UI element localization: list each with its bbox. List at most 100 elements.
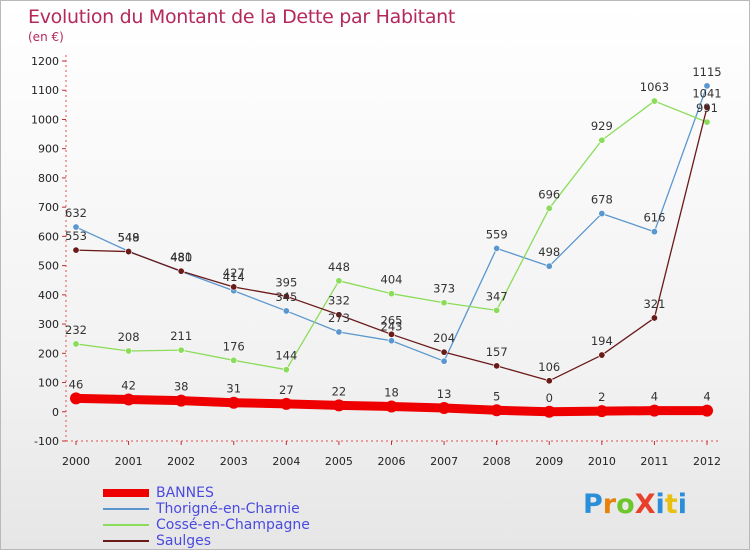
- x-tick-label: 2010: [588, 455, 616, 468]
- data-label: 553: [65, 229, 87, 243]
- data-label: 448: [328, 260, 350, 274]
- data-point: [335, 328, 343, 336]
- data-point: [230, 283, 238, 291]
- data-label: 632: [65, 206, 87, 220]
- data-label: 42: [121, 378, 136, 392]
- data-label: 2: [598, 390, 605, 404]
- data-label: 4: [703, 390, 710, 404]
- data-point: [125, 248, 133, 256]
- data-label: 211: [170, 329, 192, 343]
- logo-letter: i: [655, 489, 665, 520]
- data-point: [648, 404, 661, 417]
- data-label: 345: [275, 290, 297, 304]
- x-tick-label: 2006: [378, 455, 406, 468]
- data-point: [598, 351, 606, 359]
- x-tick-label: 2001: [115, 455, 143, 468]
- data-point: [440, 348, 448, 356]
- legend-label: Saulges: [156, 533, 212, 549]
- data-label: 38: [174, 380, 189, 394]
- data-label: 208: [118, 330, 140, 344]
- data-label: 31: [226, 382, 241, 396]
- data-label: 22: [332, 384, 347, 398]
- x-tick-label: 2004: [272, 455, 300, 468]
- logo-letter: X: [634, 489, 656, 520]
- y-tick-label: 400: [38, 289, 59, 302]
- data-point: [177, 267, 185, 275]
- data-label: 548: [118, 231, 140, 245]
- legend-label: BANNES: [156, 485, 214, 501]
- data-point: [230, 356, 238, 364]
- data-point: [493, 244, 501, 252]
- data-point: [335, 277, 343, 285]
- data-point: [598, 210, 606, 218]
- data-label: 549: [118, 230, 140, 244]
- x-tick-label: 2008: [483, 455, 511, 468]
- data-point: [543, 405, 556, 418]
- data-point: [72, 223, 80, 231]
- x-tick-label: 2005: [325, 455, 353, 468]
- data-point: [545, 262, 553, 270]
- x-tick-label: 2012: [693, 455, 721, 468]
- data-label: 18: [384, 386, 399, 400]
- data-point: [72, 340, 80, 348]
- data-point: [387, 330, 395, 338]
- data-point: [385, 400, 398, 413]
- data-label: 106: [538, 360, 560, 374]
- data-point: [598, 136, 606, 144]
- data-label: 157: [486, 345, 508, 359]
- y-tick-label: 500: [38, 260, 59, 273]
- data-label: 13: [437, 387, 452, 401]
- legend-label: Thorigné-en-Charnie: [156, 501, 300, 517]
- data-point: [177, 346, 185, 354]
- data-label: 1041: [692, 86, 721, 100]
- data-point: [595, 405, 608, 418]
- data-label: 27: [279, 383, 294, 397]
- data-label: 144: [275, 349, 297, 363]
- data-label: 404: [381, 273, 403, 287]
- data-point: [227, 396, 240, 409]
- data-point: [490, 404, 503, 417]
- data-label: 991: [696, 101, 718, 115]
- y-tick-label: 0: [52, 406, 59, 419]
- y-tick-label: 100: [38, 377, 59, 390]
- data-point: [387, 337, 395, 345]
- data-labels: 46 42 38 31 27 22 18 13 5 0 2 4 4 632 549 480 414 345 273 2…: [65, 65, 722, 405]
- data-label: 427: [223, 266, 245, 280]
- y-tick-label: -100: [34, 435, 59, 448]
- x-tick-label: 2009: [535, 455, 563, 468]
- data-point: [703, 103, 711, 111]
- logo-letter: i: [677, 489, 687, 520]
- data-point: [387, 290, 395, 298]
- data-point: [332, 399, 345, 412]
- data-point: [701, 404, 713, 417]
- chart-unit: (en €): [28, 30, 64, 44]
- data-point: [122, 393, 135, 406]
- data-point: [70, 392, 82, 405]
- y-tick-label: 1000: [31, 113, 59, 126]
- legend-swatch: [103, 508, 149, 510]
- data-point: [72, 246, 80, 254]
- data-label: 347: [486, 289, 508, 303]
- data-point: [493, 362, 501, 370]
- x-tick-label: 2007: [430, 455, 458, 468]
- chart-title: Evolution du Montant de la Dette par Hab…: [28, 6, 456, 28]
- data-label: 1115: [692, 65, 721, 79]
- data-label: 481: [170, 250, 192, 264]
- data-point: [175, 394, 188, 407]
- data-point: [703, 82, 711, 90]
- logo-letter: P: [583, 489, 603, 520]
- logo-letter: t: [664, 489, 678, 520]
- data-point: [280, 397, 293, 410]
- data-label: 373: [433, 282, 455, 296]
- data-label: 559: [486, 227, 508, 241]
- data-point: [650, 228, 658, 236]
- data-label: 1063: [640, 80, 669, 94]
- data-label: 265: [381, 313, 403, 327]
- logo-letter: o: [616, 489, 635, 520]
- data-label: 414: [223, 270, 245, 284]
- data-point: [650, 97, 658, 105]
- x-tick-label: 2003: [220, 455, 248, 468]
- data-label: 204: [433, 331, 455, 345]
- y-tick-label: 600: [38, 230, 59, 243]
